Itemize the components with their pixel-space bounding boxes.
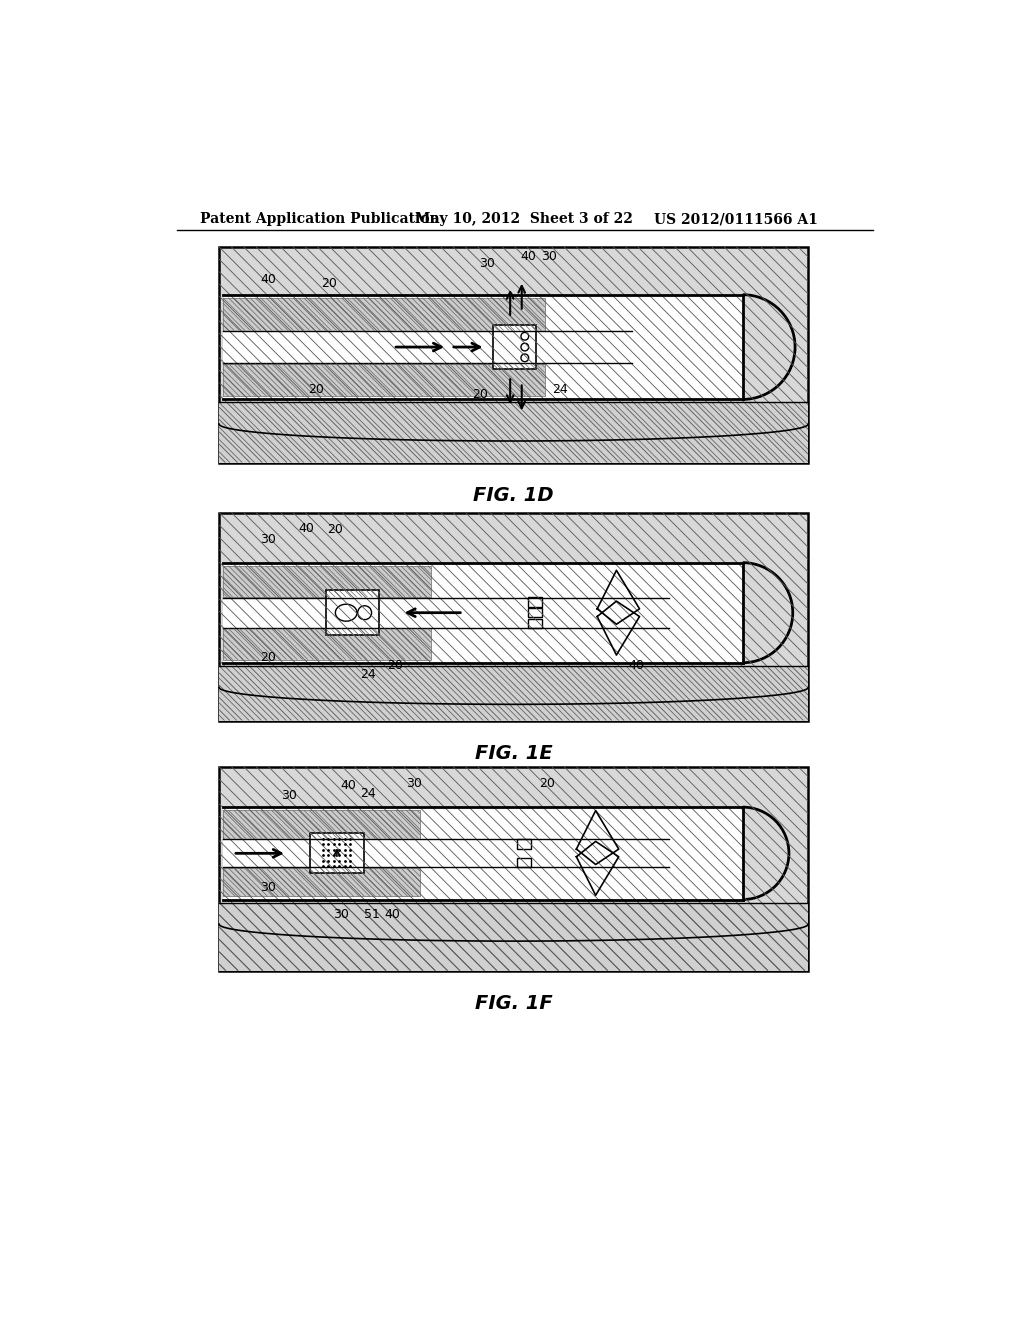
Text: 20: 20 (472, 388, 487, 401)
Bar (494, 325, 536, 370)
Bar (223, 294, 742, 400)
Text: Patent Application Publication: Patent Application Publication (200, 213, 439, 226)
Text: 40: 40 (385, 908, 400, 921)
Bar (223, 807, 742, 899)
Text: FIG. 1F: FIG. 1F (475, 994, 553, 1012)
Bar (310, 833, 364, 873)
Text: FIG. 1E: FIG. 1E (475, 743, 553, 763)
Text: 20: 20 (387, 659, 402, 672)
Bar (223, 840, 669, 867)
Bar (219, 665, 808, 721)
Bar (223, 869, 420, 896)
Bar (517, 858, 531, 867)
Text: 30: 30 (541, 249, 557, 263)
Text: 40: 40 (341, 779, 356, 792)
Bar (223, 566, 431, 597)
Bar (219, 512, 808, 721)
Bar (219, 247, 808, 462)
Bar (223, 562, 742, 663)
Text: 30: 30 (281, 789, 297, 803)
Text: 30: 30 (260, 533, 275, 546)
Text: 40: 40 (298, 521, 314, 535)
Text: 51: 51 (364, 908, 380, 921)
Bar (219, 767, 808, 970)
Bar (517, 840, 531, 849)
Text: 20: 20 (260, 651, 275, 664)
Text: May 10, 2012  Sheet 3 of 22: May 10, 2012 Sheet 3 of 22 (416, 213, 633, 226)
Text: 30: 30 (479, 257, 496, 271)
Bar (223, 598, 669, 628)
Text: 40: 40 (628, 659, 644, 672)
Bar (223, 628, 431, 660)
Bar (528, 609, 542, 618)
Bar (219, 767, 808, 970)
Text: 30: 30 (333, 908, 349, 921)
Bar (223, 810, 420, 838)
Text: 20: 20 (307, 383, 324, 396)
Text: 40: 40 (260, 273, 275, 286)
Text: 24: 24 (360, 668, 376, 681)
Text: 24: 24 (360, 787, 376, 800)
Text: 30: 30 (260, 882, 275, 895)
Text: US 2012/0111566 A1: US 2012/0111566 A1 (654, 213, 818, 226)
Text: 20: 20 (327, 523, 343, 536)
Text: 24: 24 (553, 383, 568, 396)
Bar (223, 331, 632, 363)
Bar (219, 247, 808, 462)
Bar (223, 363, 545, 396)
Bar (219, 903, 808, 970)
Bar (219, 403, 808, 462)
Bar (326, 590, 379, 635)
Text: 20: 20 (540, 777, 555, 791)
Text: 20: 20 (322, 277, 337, 290)
Bar (219, 512, 808, 721)
Bar (528, 619, 542, 628)
Text: 30: 30 (407, 777, 422, 791)
Bar (528, 597, 542, 607)
Bar (223, 298, 545, 330)
Text: 40: 40 (520, 249, 536, 263)
Text: FIG. 1D: FIG. 1D (473, 486, 554, 504)
